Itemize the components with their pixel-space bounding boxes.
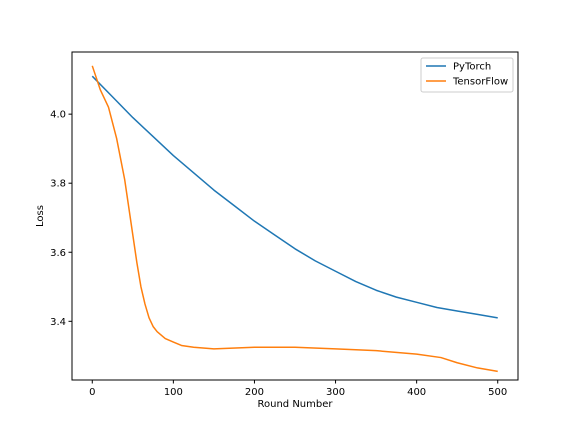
plot-area: [72, 52, 518, 380]
y-tick-label: 4.0: [50, 110, 66, 121]
x-tick-label: 400: [407, 387, 426, 398]
y-axis-label: Loss: [35, 205, 46, 227]
x-tick-label: 500: [488, 387, 507, 398]
x-tick-label: 200: [245, 387, 264, 398]
x-axis-label: Round Number: [258, 399, 334, 410]
x-tick-label: 300: [326, 387, 345, 398]
y-axis-ticks: 3.4 3.6 3.8 4.0: [50, 110, 72, 328]
legend: PyTorch TensorFlow: [420, 57, 514, 93]
y-tick-label: 3.6: [50, 248, 66, 259]
y-tick-label: 3.8: [50, 179, 66, 190]
x-tick-label: 0: [89, 387, 95, 398]
series-layer: [91, 65, 498, 373]
legend-label-pytorch: PyTorch: [453, 62, 491, 73]
x-tick-label: 100: [164, 387, 183, 398]
x-axis-ticks: 0 100 200 300 400 500: [89, 380, 507, 398]
series-line-pytorch: [91, 75, 498, 319]
y-tick-label: 3.4: [50, 317, 66, 328]
legend-label-tensorflow: TensorFlow: [452, 77, 508, 88]
plot-frame: [71, 51, 519, 381]
series-line-tensorflow: [91, 65, 498, 373]
